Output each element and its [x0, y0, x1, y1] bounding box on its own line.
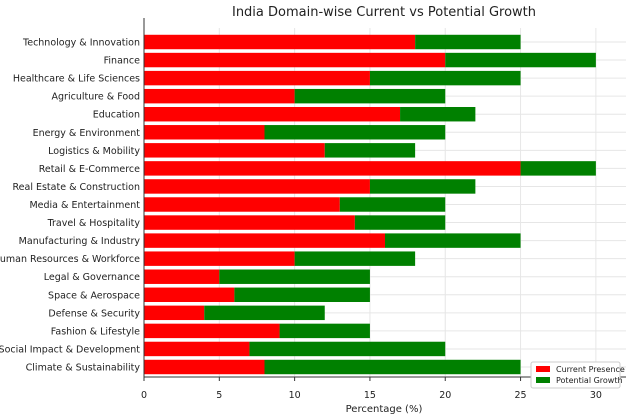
bar-current-presence [144, 161, 521, 176]
bar-potential-growth [249, 341, 446, 357]
category-label: Defense & Security [48, 308, 140, 319]
bar-potential-growth [234, 287, 370, 302]
bar-current-presence [144, 323, 280, 339]
bar-current-presence [144, 143, 325, 158]
x-tick-label: 0 [141, 390, 147, 401]
category-label: Space & Aerospace [48, 290, 140, 301]
category-label: Legal & Governance [44, 272, 140, 283]
bar-current-presence [144, 34, 416, 50]
category-label: Energy & Environment [33, 128, 141, 139]
legend-box [530, 361, 621, 389]
category-label: Human Resources & Workforce [0, 254, 140, 265]
category-label: Manufacturing & Industry [19, 236, 141, 247]
bar-current-presence [144, 251, 295, 266]
bar-potential-growth [369, 179, 476, 194]
x-tick-label: 25 [515, 390, 527, 401]
bar-current-presence [144, 125, 265, 140]
bar-potential-growth [445, 52, 596, 68]
bar-potential-growth [264, 359, 521, 375]
bar-potential-growth [415, 34, 521, 50]
bar-current-presence [144, 233, 385, 248]
bar-potential-growth [264, 125, 446, 140]
bar-potential-growth [294, 88, 446, 104]
legend-swatch [536, 366, 550, 372]
bar-potential-growth [520, 161, 596, 176]
x-tick-label: 30 [590, 390, 602, 401]
bar-potential-growth [385, 233, 521, 248]
bar-potential-growth [219, 269, 370, 284]
legend: Current Presence Potential Growth [530, 361, 625, 389]
bar-current-presence [144, 107, 401, 122]
bar-potential-growth [354, 215, 446, 230]
category-label: Real Estate & Construction [12, 182, 140, 193]
category-label: Retail & E-Commerce [39, 164, 140, 175]
bar-current-presence [144, 269, 220, 284]
bars [144, 34, 596, 375]
bar-current-presence [144, 287, 235, 302]
bar-current-presence [144, 215, 355, 230]
bar-potential-growth [204, 305, 325, 321]
category-label: Technology & Innovation [22, 38, 140, 49]
x-tick-label: 5 [216, 390, 222, 401]
category-label: Media & Entertainment [29, 200, 140, 211]
bar-current-presence [144, 305, 205, 321]
bar-current-presence [144, 359, 265, 375]
category-label: Finance [104, 56, 140, 67]
bar-current-presence [144, 88, 295, 104]
category-label: Climate & Sustainability [26, 363, 141, 374]
category-label: Travel & Hospitality [47, 218, 141, 229]
legend-swatch [536, 377, 550, 383]
bar-potential-growth [400, 107, 476, 122]
x-axis-label: Percentage (%) [346, 404, 423, 415]
chart-title: India Domain-wise Current vs Potential G… [232, 5, 536, 20]
category-label: Healthcare & Life Sciences [13, 74, 140, 85]
x-tick-label: 10 [289, 390, 301, 401]
category-label: Social Impact & Development [0, 344, 140, 355]
bar-current-presence [144, 52, 446, 68]
legend-label: Current Presence [556, 365, 625, 374]
x-tick-label: 20 [439, 390, 451, 401]
category-labels: Technology & Innovation Finance Healthcare… [0, 38, 140, 374]
x-tick-label: 15 [364, 390, 376, 401]
bar-potential-growth [369, 70, 521, 86]
bar-current-presence [144, 179, 370, 194]
category-label: Education [93, 110, 140, 121]
bar-current-presence [144, 70, 370, 86]
category-label: Fashion & Lifestyle [51, 326, 140, 337]
bar-potential-growth [294, 251, 416, 266]
bar-potential-growth [279, 323, 370, 339]
bar-current-presence [144, 341, 250, 357]
legend-label: Potential Growth [556, 376, 623, 385]
bar-potential-growth [339, 197, 446, 212]
category-label: Agriculture & Food [52, 92, 140, 103]
bar-potential-growth [324, 143, 416, 158]
bar-current-presence [144, 197, 340, 212]
category-label: Logistics & Mobility [48, 146, 140, 157]
